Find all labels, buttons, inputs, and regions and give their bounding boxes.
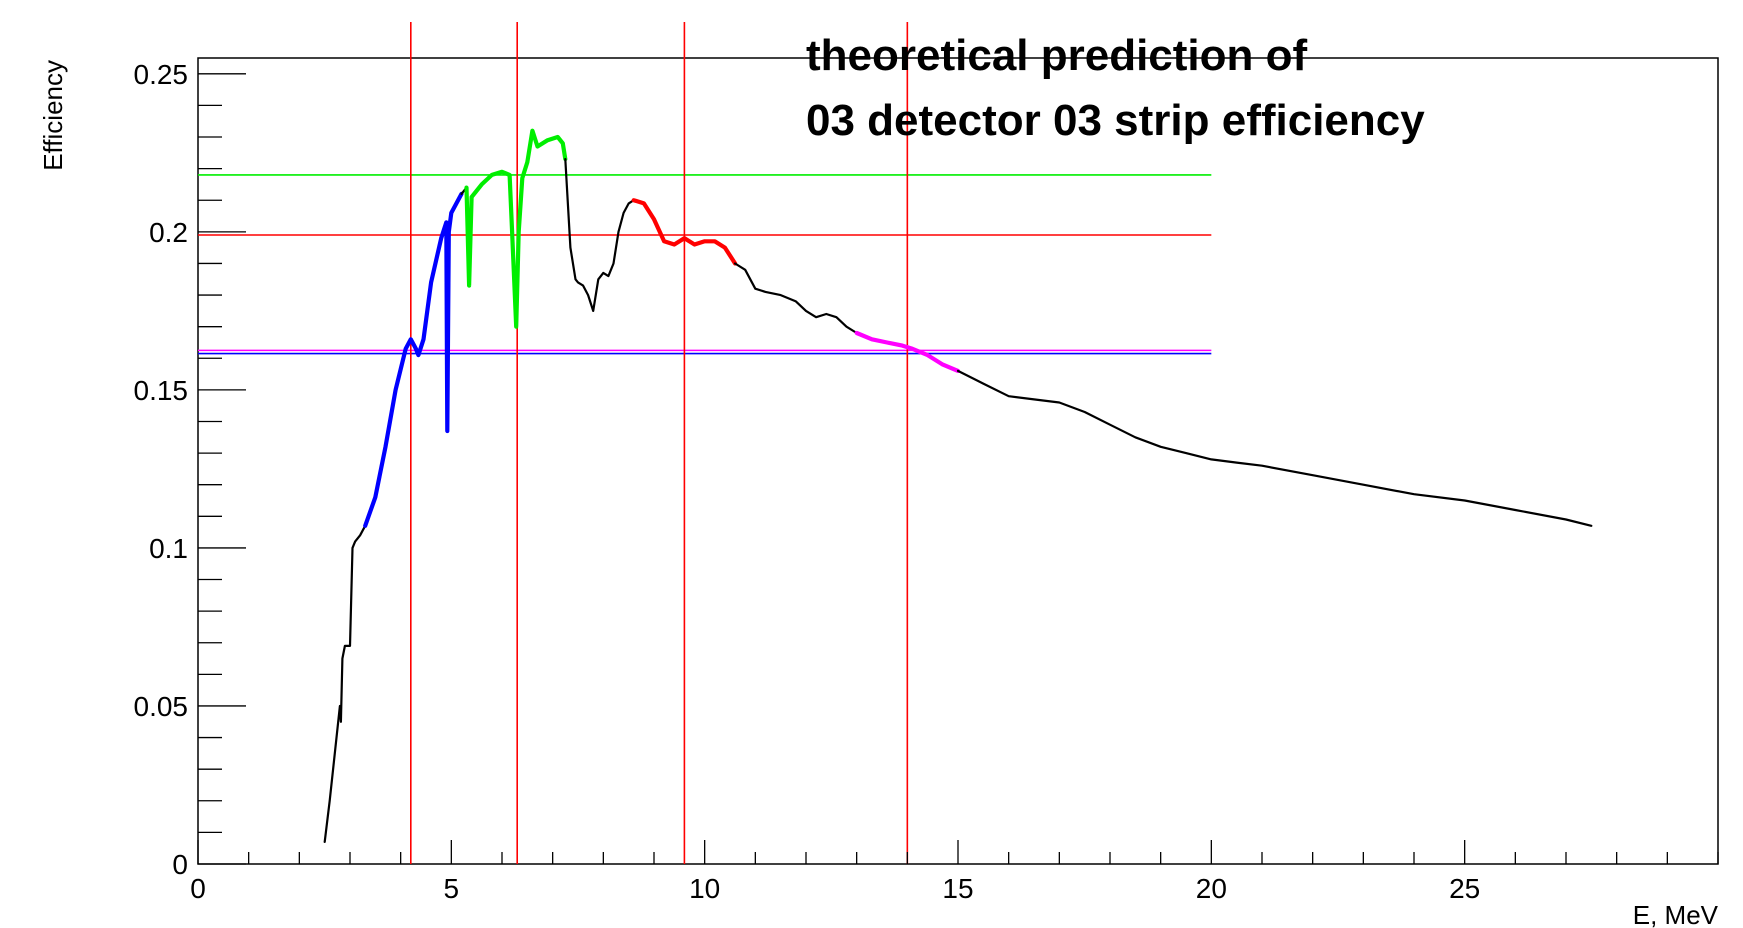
curve-segment-4	[564, 158, 635, 312]
curve-segment-7	[854, 330, 961, 373]
y-axis-label: Efficiency	[38, 60, 68, 171]
curve-segment-6	[733, 262, 858, 335]
y-tick-label: 0.25	[134, 59, 189, 90]
x-tick-label: 20	[1196, 873, 1227, 904]
curve-segment-8	[956, 369, 1593, 527]
x-tick-label: 10	[689, 873, 720, 904]
x-tick-label: 15	[942, 873, 973, 904]
plot-title-line-2: 03 detector 03 strip efficiency	[806, 96, 1425, 145]
x-tick-label: 0	[190, 873, 206, 904]
curve-segment-5	[631, 198, 738, 266]
y-tick-label: 0.05	[134, 691, 189, 722]
plot-frame	[197, 57, 1719, 865]
x-tick-label: 5	[444, 873, 460, 904]
curve-segment-3	[464, 128, 568, 329]
axes: 0 5 10 15 20 25 0 0.05 0.1 0.15 0.2 0.25	[134, 59, 1719, 904]
x-tick-label: 25	[1449, 873, 1480, 904]
y-tick-label: 0.2	[149, 217, 188, 248]
plot-title-line-1: theoretical prediction of	[806, 31, 1308, 80]
efficiency-curve	[323, 128, 1593, 844]
reference-lines	[198, 22, 1212, 864]
curve-segment-0	[323, 524, 367, 844]
y-tick-label: 0.1	[149, 533, 188, 564]
y-tick-label: 0	[172, 849, 188, 880]
x-axis-label: E, MeV	[1633, 900, 1719, 928]
y-tick-label: 0.15	[134, 375, 189, 406]
curve-segment-1	[363, 191, 464, 528]
